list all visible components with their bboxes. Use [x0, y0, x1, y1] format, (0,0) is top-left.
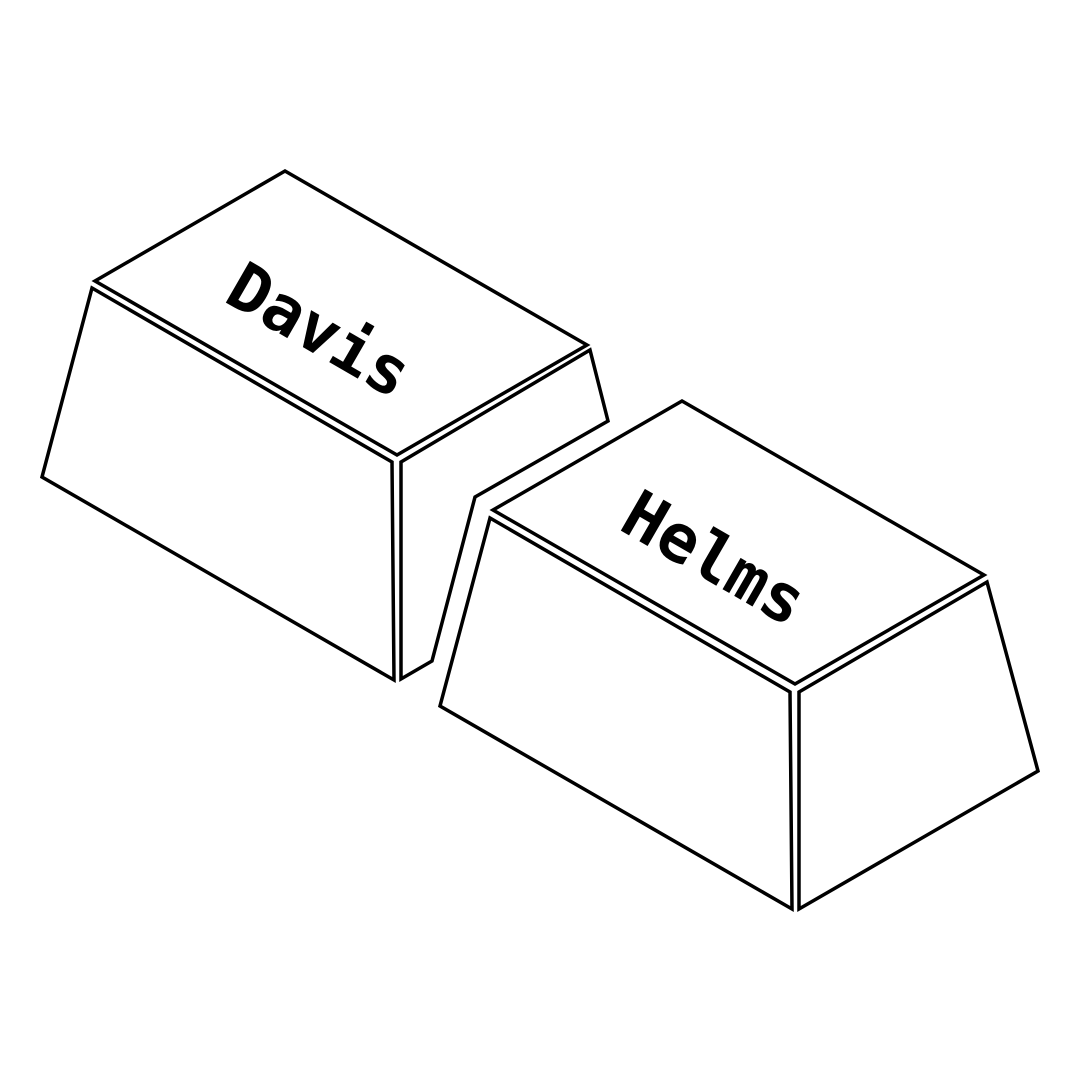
keycap-helms-right-face — [797, 579, 1041, 913]
keycap-helms-left-face — [437, 515, 794, 913]
keycap-davis-right-face — [399, 347, 611, 683]
keycap-davis-top-face — [91, 168, 591, 458]
keycap-davis: Davis — [39, 168, 611, 684]
keycap-helms-top-face — [489, 398, 988, 687]
keycap-helms: Helms — [437, 398, 1041, 913]
keycap-davis-left-face — [39, 285, 396, 684]
